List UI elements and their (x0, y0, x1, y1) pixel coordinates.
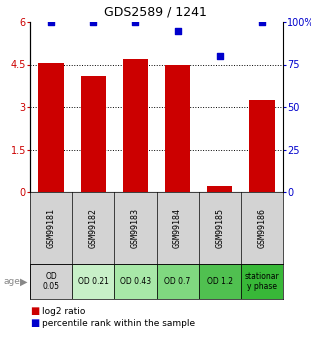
Bar (72, 264, 114, 299)
Text: GSM99181: GSM99181 (47, 208, 56, 248)
Bar (207, 186, 232, 192)
Text: OD 0.21: OD 0.21 (78, 277, 109, 286)
Text: GSM99184: GSM99184 (173, 208, 182, 248)
Bar (39, 63, 64, 192)
Text: GSM99185: GSM99185 (215, 208, 224, 248)
Text: OD
0.05: OD 0.05 (43, 272, 60, 291)
Point (49, 19, 53, 25)
Bar (241, 264, 283, 299)
Text: ■: ■ (30, 306, 39, 316)
Text: stationar
y phase: stationar y phase (244, 272, 279, 291)
Text: ■: ■ (30, 318, 39, 328)
Text: OD 0.43: OD 0.43 (120, 277, 151, 286)
Bar (81, 76, 106, 192)
Bar (123, 59, 148, 192)
Text: GSM99186: GSM99186 (258, 208, 267, 248)
Bar (114, 264, 156, 299)
Text: percentile rank within the sample: percentile rank within the sample (42, 318, 195, 327)
Text: age: age (3, 277, 20, 286)
Text: ▶: ▶ (20, 276, 28, 286)
Bar (156, 264, 199, 299)
Text: OD 0.7: OD 0.7 (165, 277, 191, 286)
Bar (30, 264, 72, 299)
Text: GSM99182: GSM99182 (89, 208, 98, 248)
Bar (199, 264, 241, 299)
Point (175, 28, 180, 33)
Text: GSM99183: GSM99183 (131, 208, 140, 248)
Text: GDS2589 / 1241: GDS2589 / 1241 (104, 5, 207, 18)
Text: OD 1.2: OD 1.2 (207, 277, 233, 286)
Bar (165, 65, 190, 192)
Point (259, 19, 264, 25)
Point (133, 19, 138, 25)
Point (217, 53, 222, 59)
Bar (249, 100, 275, 192)
Point (91, 19, 96, 25)
Text: log2 ratio: log2 ratio (42, 306, 86, 315)
